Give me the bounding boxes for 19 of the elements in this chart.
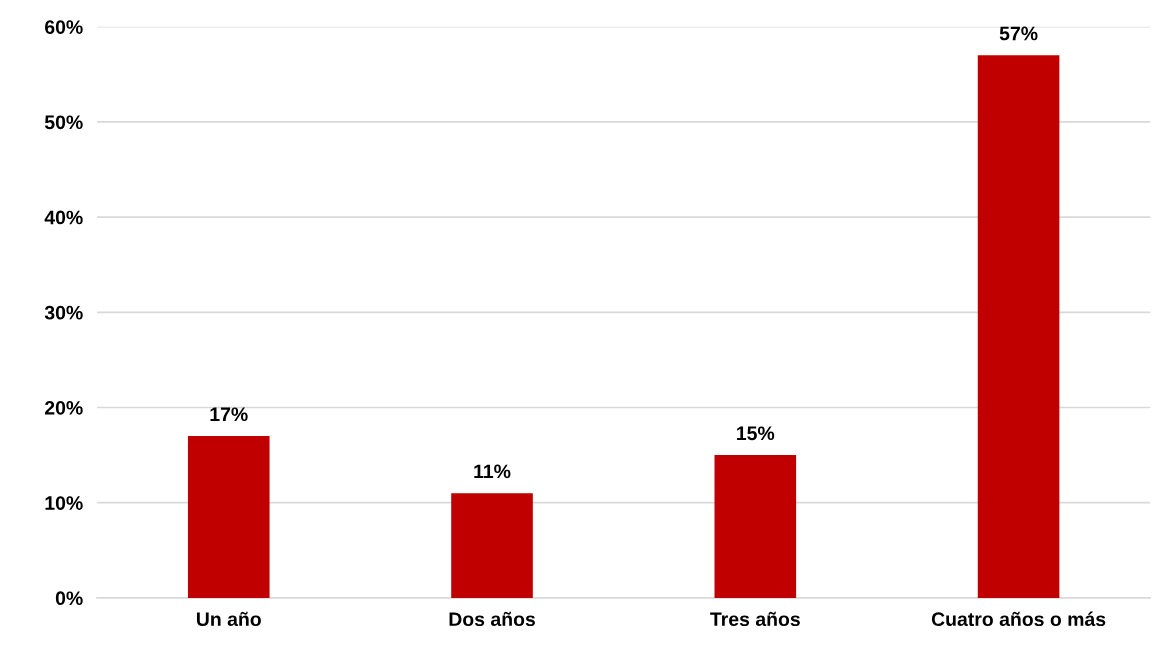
y-tick-label: 30% — [44, 305, 83, 320]
y-tick-label: 40% — [44, 210, 83, 225]
x-tick-label: Dos años — [449, 611, 535, 627]
x-tick-label: Tres años — [710, 611, 800, 627]
y-tick-label: 50% — [44, 115, 83, 130]
data-label: 57% — [999, 26, 1038, 41]
bar — [451, 493, 533, 598]
data-label: 11% — [474, 464, 511, 479]
bar — [977, 55, 1060, 598]
data-label: 15% — [737, 426, 775, 441]
y-tick-label: 0% — [55, 591, 83, 606]
y-tick-label: 20% — [44, 400, 83, 415]
y-tick-label: 10% — [45, 496, 83, 510]
x-tick-label: Un año — [196, 611, 261, 627]
bar — [714, 455, 797, 598]
bar — [187, 436, 270, 598]
y-tick-label: 60% — [45, 20, 83, 34]
data-label: 17% — [210, 407, 248, 422]
x-tick-label: Cuatro años o más — [931, 611, 1106, 627]
